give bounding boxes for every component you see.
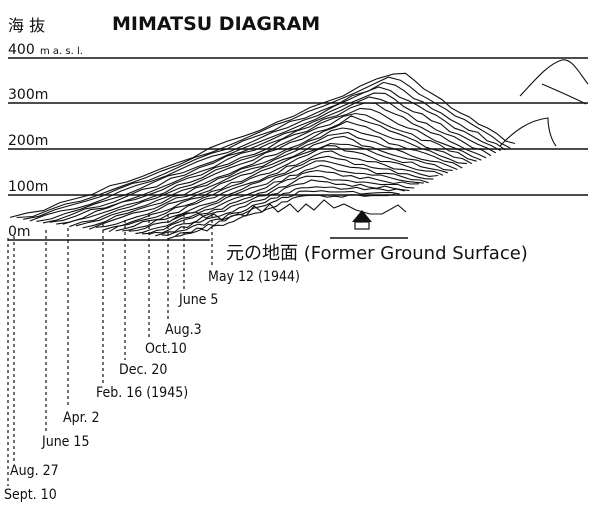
growth-profile — [108, 145, 444, 233]
growth-profile — [75, 120, 468, 227]
date-label-oct-10: Oct.10 — [145, 341, 187, 357]
growth-profile — [95, 135, 453, 228]
growth-profile — [23, 81, 506, 220]
growth-profile — [16, 76, 511, 219]
date-label-feb-16-1945: Feb. 16 (1945) — [96, 385, 188, 401]
date-lines — [7, 214, 213, 486]
former-ground-label: 元の地面 (Former Ground Surface) — [226, 243, 528, 264]
y-label-0: 0m — [8, 224, 31, 240]
date-label-dec-20: Dec. 20 — [119, 362, 167, 378]
growth-profile — [88, 131, 458, 230]
growth-profile — [135, 164, 424, 235]
growth-profile — [102, 142, 448, 231]
right-slope — [499, 117, 557, 147]
growth-profile — [82, 127, 463, 229]
growth-profile — [29, 86, 501, 222]
former-ground-profile — [171, 199, 407, 221]
y-label-400: 400 — [8, 42, 35, 58]
growth-profile — [148, 175, 415, 235]
growth-profile — [56, 107, 482, 225]
date-label-aug-3: Aug.3 — [165, 322, 202, 338]
background-mountain — [519, 59, 589, 97]
y-label-200: 200m — [8, 133, 48, 149]
growth-profile — [122, 155, 434, 232]
date-label-may-12-1944: May 12 (1944) — [208, 269, 300, 285]
date-label-apr-2: Apr. 2 — [63, 410, 100, 426]
growth-contours — [9, 72, 516, 240]
growth-profile — [141, 169, 420, 235]
growth-profile — [128, 160, 429, 232]
growth-profile — [36, 92, 497, 222]
unit-label: m a. s. l. — [40, 46, 83, 57]
growth-profile — [115, 150, 439, 232]
date-label-june-5: June 5 — [178, 292, 218, 308]
altitude-label-jp: 海 抜 — [8, 16, 45, 35]
growth-profile — [69, 115, 473, 228]
date-label-june-15: June 15 — [41, 434, 89, 450]
growth-profile — [161, 186, 405, 236]
growth-profile — [62, 112, 477, 225]
background-mountain-ridge — [541, 83, 587, 105]
y-label-300: 300m — [8, 87, 48, 103]
growth-profile — [9, 72, 516, 218]
date-label-sept-10: Sept. 10 — [4, 487, 57, 503]
house-icon — [352, 210, 372, 230]
growth-profile — [49, 102, 487, 223]
y-label-100: 100m — [8, 179, 48, 195]
growth-profile — [42, 96, 492, 224]
growth-profile — [168, 190, 400, 240]
diagram-title: MIMATSU DIAGRAM — [112, 13, 320, 35]
growth-profile — [174, 193, 396, 237]
date-label-aug-27: Aug. 27 — [10, 463, 59, 479]
